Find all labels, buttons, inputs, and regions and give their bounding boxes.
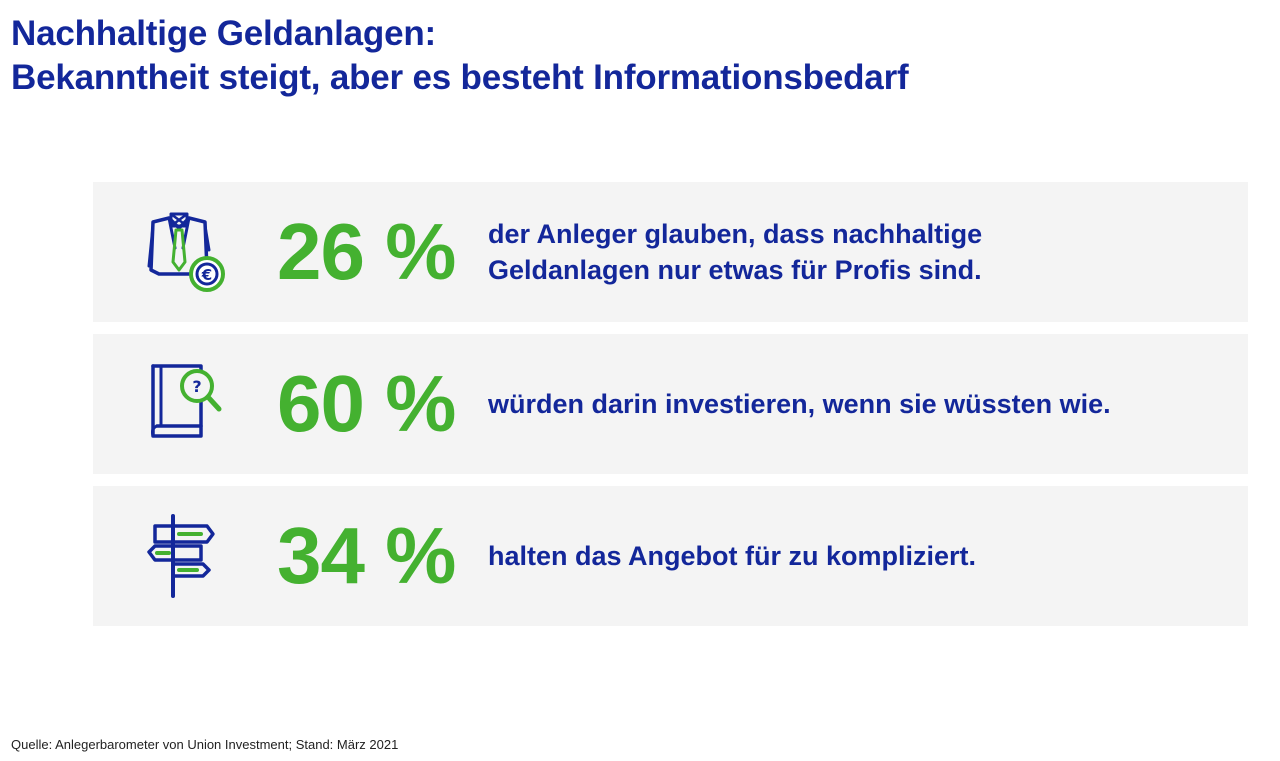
stat-card-too-complicated: 34 % halten das Angebot für zu komplizie…	[93, 486, 1248, 626]
stat-description: der Anleger glauben, dass nachhaltige Ge…	[488, 182, 1228, 322]
stat-card-would-invest: ? 60 % würden darin investieren, wenn si…	[93, 334, 1248, 474]
stat-percent: 60 %	[277, 359, 456, 448]
stat-description-line: halten das Angebot für zu kompliziert.	[488, 541, 977, 571]
stat-card-professionals: € 26 % der Anleger glauben, dass nachhal…	[93, 182, 1248, 322]
page-title: Nachhaltige Geldanlagen: Bekanntheit ste…	[11, 12, 909, 100]
title-line-1: Nachhaltige Geldanlagen:	[11, 14, 437, 53]
stat-description: halten das Angebot für zu kompliziert.	[488, 486, 1228, 626]
stat-percent: 34 %	[277, 511, 456, 600]
stat-description: würden darin investieren, wenn sie wüsst…	[488, 334, 1228, 474]
svg-text:€: €	[201, 266, 212, 284]
stat-description-line: der Anleger glauben, dass nachhaltige	[488, 219, 983, 249]
title-line-2: Bekanntheit steigt, aber es besteht Info…	[11, 58, 909, 97]
source-note: Quelle: Anlegerbarometer von Union Inves…	[11, 737, 399, 752]
stat-percent: 26 %	[277, 207, 456, 296]
svg-text:?: ?	[192, 377, 201, 396]
businessman-euro-icon: €	[139, 210, 229, 294]
stat-description-line: Geldanlagen nur etwas für Profis sind.	[488, 255, 982, 285]
stat-description-line: würden darin investieren, wenn sie wüsst…	[488, 389, 1111, 419]
book-question-magnifier-icon: ?	[139, 362, 229, 446]
signpost-icon	[139, 514, 229, 598]
